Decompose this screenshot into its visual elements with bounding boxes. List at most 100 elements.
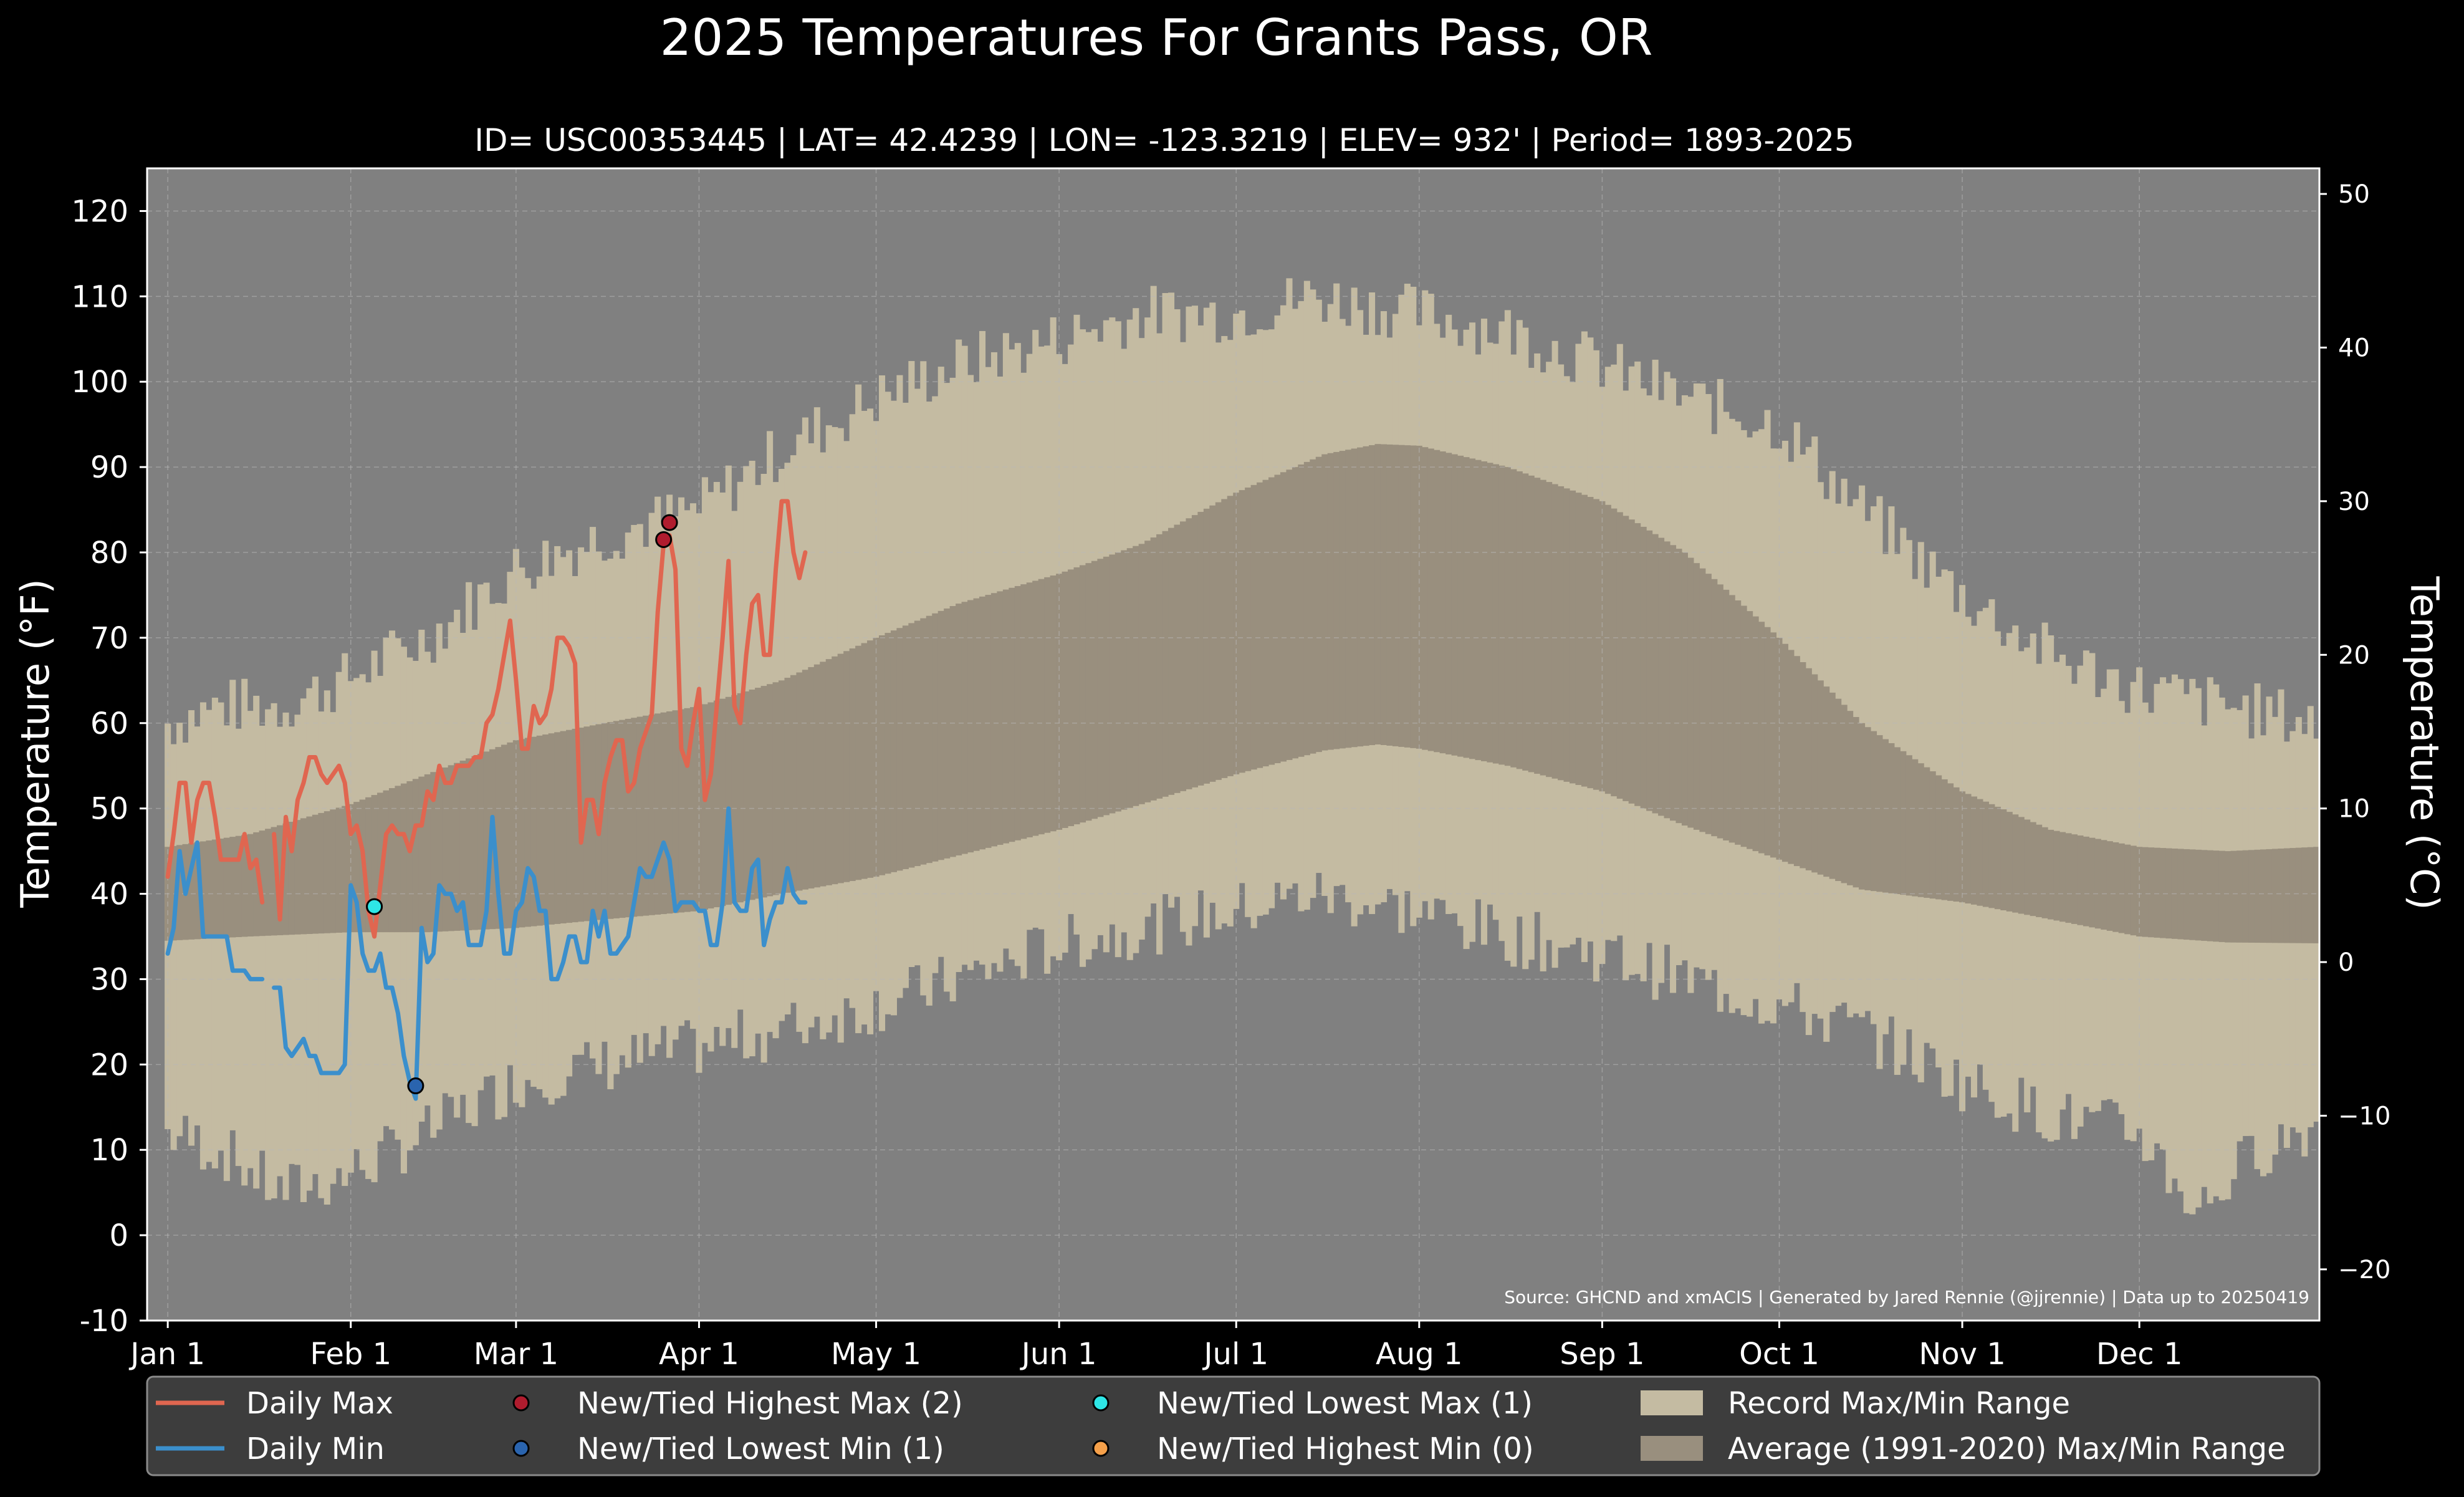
- legend-swatch-dot: [1092, 1440, 1110, 1457]
- record-range-bar: [2195, 688, 2202, 1208]
- average-range-bar: [395, 786, 401, 933]
- average-range-bar: [548, 733, 555, 925]
- average-range-bar: [501, 744, 507, 929]
- y-tick-label: 80: [90, 536, 128, 570]
- average-range-bar: [1575, 493, 1582, 786]
- average-range-bar: [725, 696, 732, 905]
- average-range-bar: [743, 691, 750, 902]
- average-range-bars: [165, 444, 2319, 943]
- average-range-bar: [2112, 842, 2119, 932]
- average-range-bar: [926, 615, 932, 864]
- average-range-bar: [2289, 848, 2296, 943]
- average-range-bar: [1929, 771, 1936, 899]
- average-range-bar: [288, 822, 295, 935]
- average-range-bar: [229, 837, 236, 938]
- average-range-bar: [524, 738, 531, 927]
- average-range-bar: [1020, 584, 1027, 839]
- average-range-bar: [843, 651, 850, 882]
- average-range-bar: [519, 739, 525, 928]
- average-range-bar: [1540, 479, 1546, 776]
- average-range-bar: [1274, 474, 1281, 764]
- y-right-tick-label: 30: [2338, 488, 2370, 516]
- y-tick-label: 30: [90, 962, 128, 997]
- legend-label: Average (1991-2020) Max/Min Range: [1728, 1432, 2286, 1466]
- average-range-bar: [932, 613, 939, 862]
- average-range-bar: [1563, 488, 1570, 782]
- average-range-bar: [2089, 837, 2096, 928]
- average-range-bar: [318, 812, 325, 934]
- average-range-bar: [1150, 537, 1157, 801]
- average-range-bar: [1109, 554, 1116, 814]
- average-range-bar: [2278, 849, 2284, 943]
- average-range-bar: [1747, 611, 1753, 849]
- average-range-bar: [1646, 530, 1653, 811]
- average-range-bar: [731, 695, 738, 904]
- legend-item-new-tied-lowest-min-1: New/Tied Lowest Min (1): [512, 1432, 944, 1466]
- average-range-bar: [454, 763, 461, 931]
- average-range-bar: [1817, 680, 1824, 875]
- legend-label: New/Tied Highest Min (0): [1157, 1432, 1534, 1466]
- average-range-bar: [1156, 534, 1163, 799]
- average-range-bar: [1510, 469, 1517, 768]
- average-range-bar: [944, 608, 951, 859]
- average-range-bar: [1457, 455, 1464, 757]
- average-range-bar: [985, 595, 992, 848]
- daily-min-line: [272, 806, 808, 1101]
- average-range-bar: [1103, 556, 1110, 816]
- plot-border: [146, 167, 2321, 1322]
- average-range-bar: [2106, 841, 2113, 931]
- y-tick-label: 120: [71, 194, 128, 229]
- legend-label: New/Tied Lowest Min (1): [577, 1432, 944, 1466]
- average-range-bar: [1982, 801, 1989, 907]
- average-range-bar: [855, 645, 862, 880]
- average-range-bar: [1593, 499, 1599, 790]
- average-range-bar: [2148, 847, 2155, 938]
- average-range-bar: [1451, 454, 1458, 756]
- average-range-bar: [1463, 457, 1470, 758]
- average-range-bar: [1894, 747, 1901, 894]
- average-range-bar: [388, 788, 396, 933]
- record-range-bar: [265, 709, 272, 1200]
- average-range-bar: [1280, 472, 1287, 762]
- average-range-bar: [1847, 711, 1854, 885]
- average-range-bar: [2313, 847, 2319, 943]
- y-tick-label: 60: [90, 706, 128, 741]
- average-range-bar: [1859, 723, 1866, 890]
- average-range-bar: [1900, 751, 1907, 895]
- record-range-bar: [253, 695, 260, 1189]
- average-range-bar: [218, 839, 224, 938]
- average-range-bar: [1333, 451, 1340, 749]
- average-range-bar: [997, 591, 1004, 845]
- record-range-bar: [282, 712, 289, 1200]
- average-range-bar: [1209, 505, 1216, 782]
- average-range-bar: [2236, 850, 2243, 943]
- record-range-bar: [294, 715, 301, 1165]
- highest-max-point: [661, 514, 678, 531]
- y-axis-left: -10 0 10 20 30 40 50 60 70 80 90 100 110 120: [71, 194, 147, 1339]
- average-range-bar: [1168, 527, 1175, 795]
- average-range-bar: [1445, 453, 1452, 754]
- y-right-tick-label: 10: [2338, 795, 2370, 824]
- average-range-bar: [1363, 446, 1369, 746]
- y-tick-label: -10: [80, 1304, 128, 1339]
- average-range-bar: [300, 818, 307, 935]
- x-tick-label: May 1: [831, 1337, 921, 1372]
- average-range-bar: [371, 795, 378, 933]
- average-range-bar: [1227, 496, 1234, 776]
- average-range-bar: [2242, 850, 2249, 943]
- average-range-bar: [1546, 482, 1553, 777]
- average-range-bar: [2041, 827, 2048, 918]
- average-range-bar: [796, 672, 803, 891]
- average-range-bar: [1215, 502, 1222, 780]
- average-range-bar: [1652, 534, 1659, 814]
- average-range-bar: [1528, 475, 1535, 773]
- average-range-bar: [1315, 456, 1322, 753]
- average-range-bar: [755, 688, 762, 899]
- average-range-bar: [1634, 523, 1641, 806]
- average-range-bar: [1516, 471, 1523, 769]
- average-range-bar: [1351, 448, 1358, 748]
- average-range-bar: [1558, 486, 1565, 781]
- average-range-bar: [1664, 541, 1671, 819]
- average-range-bar: [1439, 451, 1446, 754]
- legend-swatch-dot: [512, 1394, 530, 1412]
